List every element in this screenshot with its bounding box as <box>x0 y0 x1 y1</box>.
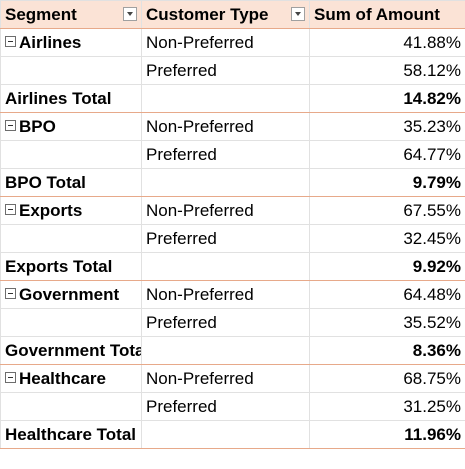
customer-type-cell[interactable]: Non-Preferred <box>141 196 310 225</box>
customer-type-cell[interactable]: Non-Preferred <box>141 364 310 393</box>
total-blank-cell[interactable] <box>141 336 310 365</box>
header-customer-type[interactable]: Customer Type <box>141 0 310 29</box>
segment-label: Airlines <box>19 32 82 52</box>
amount-cell[interactable]: 32.45% <box>309 224 465 253</box>
customer-type-cell[interactable]: Non-Preferred <box>141 112 310 141</box>
header-segment[interactable]: Segment <box>0 0 142 29</box>
total-label-cell[interactable]: Healthcare Total <box>0 420 142 449</box>
amount-cell[interactable]: 64.77% <box>309 140 465 169</box>
segment-cell[interactable] <box>0 392 142 421</box>
segment-label: BPO <box>19 116 56 136</box>
header-customer-type-label: Customer Type <box>146 4 269 24</box>
table-row: Preferred 35.52% <box>0 308 465 337</box>
total-blank-cell[interactable] <box>141 252 310 281</box>
amount-cell[interactable]: 35.23% <box>309 112 465 141</box>
table-row: Preferred 32.45% <box>0 224 465 253</box>
total-blank-cell[interactable] <box>141 168 310 197</box>
amount-cell[interactable]: 35.52% <box>309 308 465 337</box>
header-row: Segment Customer Type Sum of Amount <box>0 0 465 29</box>
pivot-table: Segment Customer Type Sum of Amount Airl… <box>0 0 465 449</box>
segment-cell[interactable] <box>0 308 142 337</box>
table-row: Preferred 58.12% <box>0 56 465 85</box>
customer-type-cell[interactable]: Non-Preferred <box>141 28 310 57</box>
table-row: Preferred 64.77% <box>0 140 465 169</box>
segment-cell[interactable]: Airlines <box>0 28 142 57</box>
collapse-icon[interactable] <box>5 371 16 383</box>
header-amount-label: Sum of Amount <box>314 4 440 24</box>
header-segment-label: Segment <box>5 4 77 24</box>
amount-cell[interactable]: 68.75% <box>309 364 465 393</box>
total-amount-cell[interactable]: 8.36% <box>309 336 465 365</box>
total-row: BPO Total 9.79% <box>0 168 465 197</box>
customer-type-cell[interactable]: Preferred <box>141 308 310 337</box>
segment-cell[interactable] <box>0 224 142 253</box>
amount-cell[interactable]: 64.48% <box>309 280 465 309</box>
total-row: Healthcare Total 11.96% <box>0 420 465 449</box>
table-row: BPO Non-Preferred 35.23% <box>0 112 465 141</box>
amount-cell[interactable]: 58.12% <box>309 56 465 85</box>
total-row: Government Total 8.36% <box>0 336 465 365</box>
segment-cell[interactable]: Government <box>0 280 142 309</box>
collapse-icon[interactable] <box>5 287 16 299</box>
total-label-cell[interactable]: Exports Total <box>0 252 142 281</box>
total-amount-cell[interactable]: 14.82% <box>309 84 465 113</box>
total-amount-cell[interactable]: 9.92% <box>309 252 465 281</box>
customer-type-cell[interactable]: Non-Preferred <box>141 280 310 309</box>
table-row: Healthcare Non-Preferred 68.75% <box>0 364 465 393</box>
collapse-icon[interactable] <box>5 35 16 47</box>
segment-cell[interactable]: BPO <box>0 112 142 141</box>
table-row: Airlines Non-Preferred 41.88% <box>0 28 465 57</box>
total-blank-cell[interactable] <box>141 420 310 449</box>
customer-type-cell[interactable]: Preferred <box>141 56 310 85</box>
collapse-icon[interactable] <box>5 119 16 131</box>
table-row: Government Non-Preferred 64.48% <box>0 280 465 309</box>
segment-cell[interactable]: Exports <box>0 196 142 225</box>
segment-label: Exports <box>19 200 83 220</box>
filter-dropdown-icon[interactable] <box>291 7 305 21</box>
collapse-icon[interactable] <box>5 203 16 215</box>
total-amount-cell[interactable]: 11.96% <box>309 420 465 449</box>
segment-label: Healthcare <box>19 368 106 388</box>
total-amount-cell[interactable]: 9.79% <box>309 168 465 197</box>
total-label-cell[interactable]: BPO Total <box>0 168 142 197</box>
total-row: Exports Total 9.92% <box>0 252 465 281</box>
customer-type-cell[interactable]: Preferred <box>141 224 310 253</box>
segment-cell[interactable]: Healthcare <box>0 364 142 393</box>
table-row: Exports Non-Preferred 67.55% <box>0 196 465 225</box>
total-row: Airlines Total 14.82% <box>0 84 465 113</box>
segment-cell[interactable] <box>0 56 142 85</box>
customer-type-cell[interactable]: Preferred <box>141 392 310 421</box>
filter-dropdown-icon[interactable] <box>123 7 137 21</box>
total-label-cell[interactable]: Airlines Total <box>0 84 142 113</box>
customer-type-cell[interactable]: Preferred <box>141 140 310 169</box>
total-blank-cell[interactable] <box>141 84 310 113</box>
total-label-cell[interactable]: Government Total <box>0 336 142 365</box>
amount-cell[interactable]: 41.88% <box>309 28 465 57</box>
amount-cell[interactable]: 67.55% <box>309 196 465 225</box>
header-amount[interactable]: Sum of Amount <box>309 0 465 29</box>
amount-cell[interactable]: 31.25% <box>309 392 465 421</box>
segment-label: Government <box>19 284 120 304</box>
table-row: Preferred 31.25% <box>0 392 465 421</box>
segment-cell[interactable] <box>0 140 142 169</box>
